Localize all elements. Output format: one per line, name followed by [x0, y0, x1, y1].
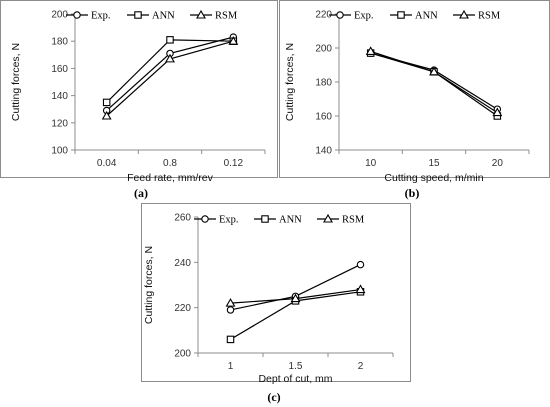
- y-tick-label: 160: [315, 112, 332, 123]
- data-point-ann: [166, 36, 174, 44]
- data-point-rsm: [492, 107, 503, 117]
- y-tick-label: 180: [51, 37, 68, 48]
- y-tick-label: 200: [51, 10, 68, 21]
- x-axis-title: Cutting speed, m/min: [384, 172, 483, 184]
- y-tick-label: 220: [315, 10, 332, 21]
- y-tick-label: 240: [174, 258, 191, 269]
- y-tick-label: 140: [51, 91, 68, 102]
- legend-marker-rsm: [196, 9, 206, 19]
- legend-label-rsm: RSM: [215, 11, 238, 22]
- x-axis-title: Feed rate, mm/rev: [127, 172, 214, 184]
- data-point-rsm: [101, 110, 112, 120]
- y-tick-label: 220: [174, 303, 191, 314]
- panel-label: (a): [134, 186, 148, 200]
- legend-marker-ann: [261, 215, 269, 223]
- data-point-rsm: [225, 298, 236, 307]
- y-tick-label: 200: [315, 44, 332, 55]
- legend-marker-ann: [397, 11, 405, 19]
- legend-label-ann: ANN: [152, 11, 175, 22]
- data-point-rsm: [355, 284, 366, 294]
- x-tick-label: 2: [358, 361, 364, 372]
- legend-label-ann: ANN: [279, 215, 302, 226]
- x-tick-label: 15: [428, 158, 440, 169]
- legend-label-exp: Exp.: [91, 11, 111, 22]
- data-point-exp: [226, 306, 235, 314]
- x-tick-label: 20: [492, 158, 504, 169]
- data-point-ann: [102, 98, 111, 107]
- x-tick-label: 1: [228, 361, 234, 372]
- x-tick-label: 0.12: [224, 158, 244, 169]
- x-tick-label: 10: [365, 158, 377, 169]
- legend-label-exp: Exp.: [354, 11, 374, 22]
- legend-marker-ann: [134, 11, 142, 19]
- x-tick-label: 0.04: [97, 158, 117, 169]
- chart-a-svg: 100 120 140 160 180 200 0.04 0.8 0.12 Feed rate, …: [0, 0, 278, 200]
- legend-marker-rsm: [459, 9, 469, 19]
- legend-marker-exp: [336, 11, 344, 19]
- chart-panel-c: 200 220 240 260 1 1.5 2 Dept of cut, mm Cutting …: [141, 203, 411, 407]
- data-point-exp: [356, 260, 365, 269]
- data-point-rsm: [165, 53, 175, 63]
- legend-label-rsm: RSM: [478, 11, 501, 22]
- chart-panel-b: 140 160 180 200 220 10 15 20 Cutting speed, m/mi…: [279, 0, 550, 203]
- y-tick-label: 140: [315, 146, 332, 157]
- chart-b-svg: 140 160 180 200 220 10 15 20 Cutting speed, m/mi…: [279, 0, 550, 200]
- legend-marker-rsm: [323, 213, 333, 223]
- data-point-ann: [226, 335, 235, 344]
- y-axis-title: Cutting forces, N: [10, 43, 22, 121]
- y-tick-label: 100: [51, 146, 68, 157]
- data-point-rsm: [429, 66, 439, 76]
- x-axis-title: Dept of cut, mm: [258, 373, 332, 385]
- y-tick-label: 120: [51, 118, 68, 129]
- chart-c-svg: 200 220 240 260 1 1.5 2 Dept of cut, mm Cutting …: [141, 203, 411, 404]
- data-point-rsm: [228, 36, 239, 45]
- y-axis-title: Cutting forces, N: [284, 43, 296, 121]
- chart-a-frame: [0, 0, 278, 178]
- y-tick-label: 160: [51, 64, 68, 75]
- chart-b-frame: [279, 0, 550, 178]
- y-tick-label: 260: [174, 213, 191, 224]
- panel-label: (b): [405, 186, 420, 200]
- chart-c-frame: [141, 203, 411, 382]
- legend-label-exp: Exp.: [219, 215, 239, 226]
- legend-label-rsm: RSM: [342, 215, 365, 226]
- legend-marker-exp: [73, 11, 81, 19]
- legend-marker-exp: [201, 215, 209, 223]
- y-tick-label: 200: [174, 349, 191, 360]
- x-tick-label: 1.5: [289, 361, 303, 372]
- y-tick-label: 180: [315, 78, 332, 89]
- panel-label: (c): [267, 390, 280, 404]
- y-axis-title: Cutting forces, N: [143, 246, 155, 324]
- data-point-rsm: [290, 293, 301, 303]
- x-tick-label: 0.8: [163, 158, 177, 169]
- legend-label-ann: ANN: [415, 11, 438, 22]
- chart-panel-a: 100 120 140 160 180 200 0.04 0.8 0.12 Feed rate, …: [0, 0, 278, 203]
- data-point-rsm: [365, 46, 376, 55]
